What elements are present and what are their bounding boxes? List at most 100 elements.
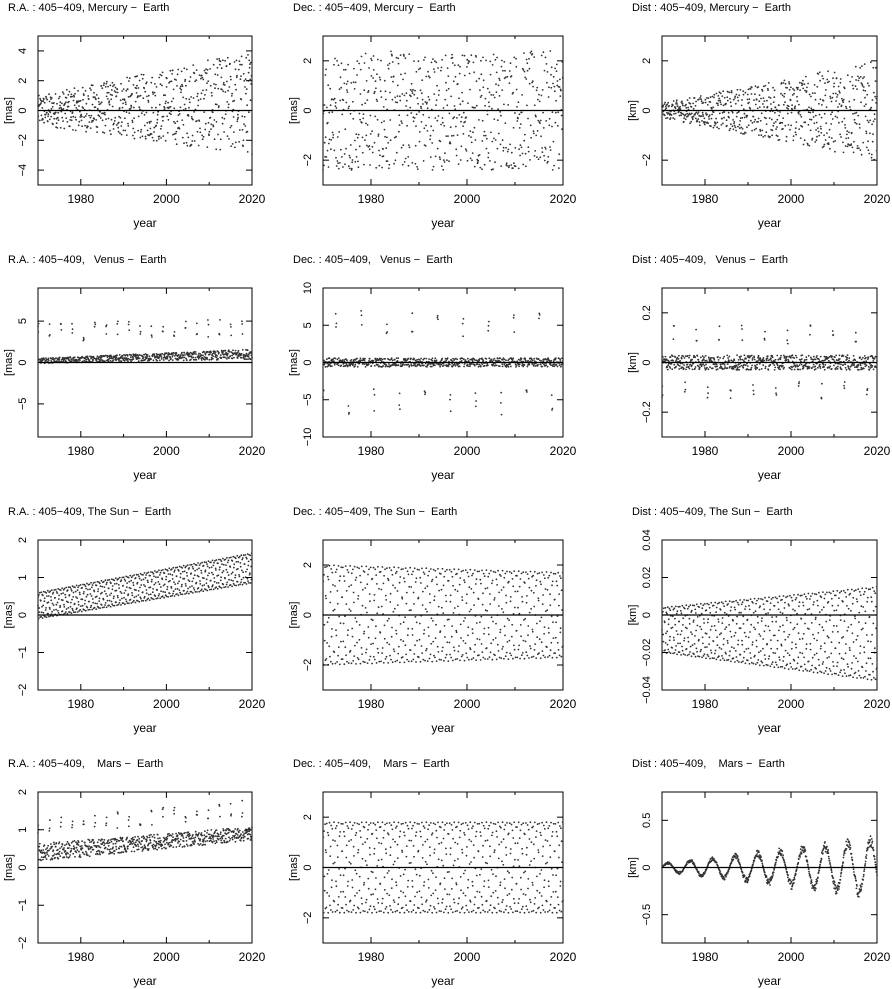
data-point: [221, 116, 224, 119]
data-point: [508, 164, 510, 167]
data-point: [695, 339, 698, 342]
data-point: [767, 369, 770, 371]
data-point: [838, 363, 841, 365]
data-point: [823, 366, 825, 368]
data-point: [161, 84, 163, 87]
data-point: [149, 574, 152, 577]
data-point: [694, 356, 697, 359]
data-point: [162, 330, 164, 333]
data-point: [829, 147, 831, 150]
data-point: [158, 574, 161, 576]
data-point: [40, 615, 42, 618]
data-point: [369, 114, 372, 117]
data-point: [863, 105, 866, 107]
data-point: [823, 134, 825, 137]
data-point: [325, 156, 328, 158]
data-point: [795, 356, 798, 359]
data-point: [397, 364, 400, 367]
data-point: [841, 97, 843, 100]
data-point: [389, 139, 392, 142]
data-point: [62, 93, 65, 95]
data-point: [356, 357, 358, 360]
data-point: [354, 160, 357, 163]
data-point: [175, 79, 178, 81]
data-point: [783, 92, 786, 95]
data-point: [71, 332, 74, 334]
data-point: [326, 121, 329, 124]
data-point: [179, 591, 182, 594]
data-point: [474, 139, 477, 141]
data-point: [689, 102, 692, 105]
data-point: [215, 121, 218, 123]
data-point: [204, 128, 207, 131]
data-point: [666, 117, 669, 119]
data-point: [873, 357, 876, 360]
data-point: [162, 325, 165, 328]
data-point: [836, 359, 838, 362]
data-point: [137, 590, 140, 592]
data-point: [122, 88, 125, 90]
data-point: [209, 579, 212, 582]
data-point: [682, 113, 685, 116]
data-point: [704, 121, 706, 123]
data-point: [688, 356, 690, 359]
data-point: [425, 75, 428, 78]
data-point: [130, 354, 133, 357]
data-point: [378, 149, 380, 152]
data-point: [788, 82, 791, 85]
data-point: [82, 98, 84, 101]
data-point: [159, 597, 162, 600]
data-point: [343, 82, 346, 85]
data-point: [460, 116, 463, 119]
data-point: [790, 368, 793, 371]
data-point: [126, 88, 129, 90]
data-point: [754, 85, 757, 88]
data-point: [116, 333, 119, 336]
data-point: [737, 99, 740, 102]
data-point: [356, 74, 358, 76]
data-point: [682, 104, 684, 107]
data-point: [556, 80, 559, 82]
data-point: [731, 125, 734, 128]
data-point: [249, 78, 252, 81]
data-point: [96, 602, 98, 605]
data-point: [110, 89, 113, 91]
data-point: [210, 351, 212, 354]
data-point: [796, 95, 798, 98]
data-point: [65, 586, 68, 589]
data-point: [136, 581, 139, 584]
data-point: [397, 357, 400, 360]
data-point: [234, 141, 237, 144]
data-point: [811, 92, 814, 94]
data-point: [475, 56, 477, 58]
data-point: [380, 357, 382, 360]
data-point: [825, 122, 828, 125]
data-point: [417, 68, 420, 71]
data-point: [701, 111, 704, 114]
data-point: [531, 53, 534, 55]
data-point: [110, 600, 113, 603]
data-point: [107, 91, 110, 94]
data-point: [139, 325, 141, 327]
data-point: [412, 364, 415, 367]
data-point: [169, 573, 172, 576]
data-point: [757, 121, 759, 123]
data-point: [185, 565, 188, 568]
data-point: [435, 61, 438, 64]
data-point: [229, 62, 231, 65]
data-point: [218, 333, 221, 336]
data-point: [777, 358, 780, 361]
data-point: [134, 100, 137, 103]
data-point: [447, 87, 450, 90]
data-point: [330, 139, 333, 141]
data-point: [491, 140, 494, 143]
data-point: [185, 68, 188, 71]
data-point: [445, 358, 447, 360]
data-point: [143, 584, 145, 586]
data-point: [485, 147, 488, 150]
data-point: [139, 108, 141, 111]
data-point: [181, 83, 183, 86]
data-point: [149, 593, 152, 596]
data-point: [741, 339, 744, 342]
data-point: [430, 358, 433, 361]
